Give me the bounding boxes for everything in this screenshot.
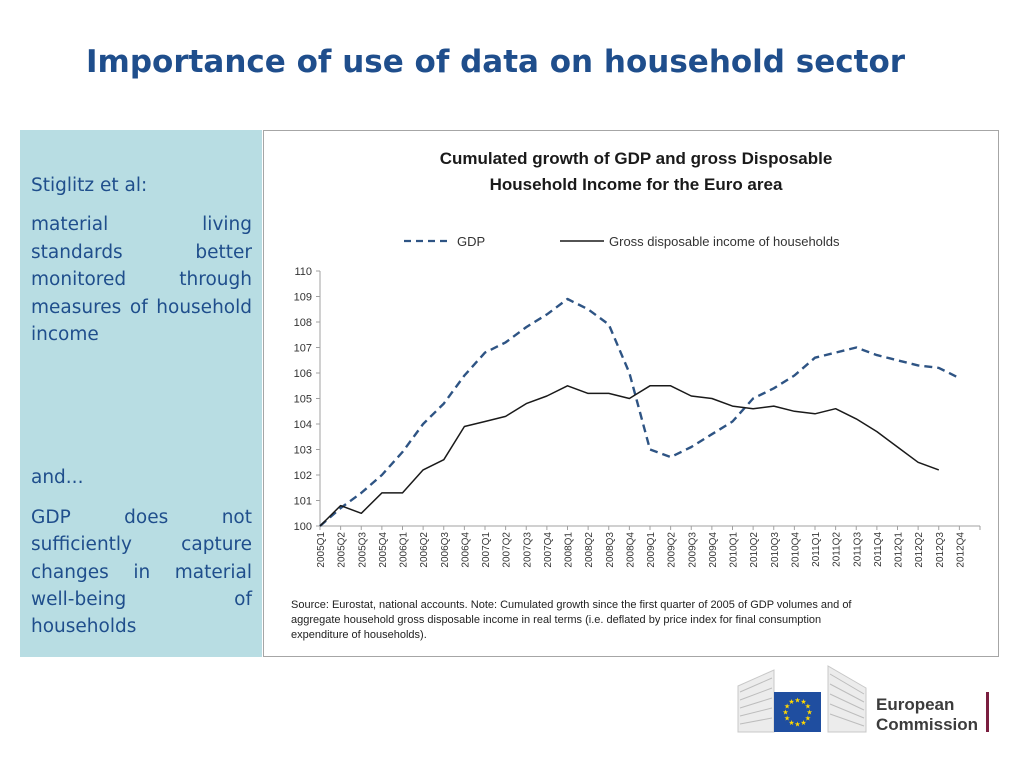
x-tick-label: 2010Q1	[729, 532, 740, 568]
chart-legend: GDP Gross disposable income of household…	[404, 234, 840, 249]
y-tick-label: 105	[294, 394, 312, 406]
eu-star: ★	[794, 697, 800, 705]
x-tick-label: 2009Q2	[667, 532, 678, 568]
source-note-line1: Source: Eurostat, national accounts. Not…	[291, 599, 852, 611]
line-chart: Cumulated growth of GDP and gross Dispos…	[291, 149, 981, 641]
x-tick-label: 2011Q2	[832, 532, 843, 567]
source-note-line3: expenditure of households).	[291, 629, 427, 641]
x-tick-label: 2007Q3	[522, 532, 533, 568]
x-tick-label: 2010Q2	[749, 532, 760, 568]
x-tick-label: 2006Q4	[460, 532, 471, 568]
x-tick-label: 2010Q3	[770, 532, 781, 568]
y-tick-label: 108	[294, 317, 312, 329]
x-tick-label: 2006Q2	[419, 532, 430, 568]
x-tick-label: 2008Q4	[625, 532, 636, 568]
y-tick-label: 104	[294, 419, 312, 431]
household-income-series-line	[319, 385, 940, 527]
x-tick-label: 2009Q4	[708, 532, 719, 568]
eu-star: ★	[784, 715, 790, 723]
logo-text-european: European	[876, 695, 954, 714]
left-text-panel: Stiglitz et al: material living standard…	[20, 130, 262, 657]
x-tick-label: 2007Q4	[543, 532, 554, 568]
eu-flag-icon	[774, 692, 821, 732]
x-tick-label: 2005Q3	[357, 532, 368, 568]
chart-series	[319, 297, 960, 527]
chart-title-line2: Household Income for the Euro area	[490, 175, 783, 194]
x-tick-label: 2012Q1	[894, 532, 905, 568]
x-tick-label: 2005Q4	[378, 532, 389, 568]
eu-star: ★	[800, 698, 806, 706]
chart-frame: Cumulated growth of GDP and gross Dispos…	[263, 130, 999, 657]
x-tick-label: 2008Q2	[584, 532, 595, 568]
eu-star: ★	[788, 719, 794, 727]
x-tick-label: 2012Q4	[955, 532, 966, 568]
eu-star: ★	[805, 703, 811, 711]
eu-star: ★	[800, 719, 806, 727]
x-tick-label: 2012Q3	[935, 532, 946, 568]
y-tick-label: 100	[294, 521, 312, 533]
x-tick-label: 2008Q1	[564, 532, 575, 568]
european-commission-logo: ★ ★ ★ ★ ★ ★ ★ ★ ★ ★ ★ ★ European Commission	[736, 664, 996, 734]
eu-star: ★	[788, 698, 794, 706]
y-tick-label: 101	[294, 496, 312, 508]
x-tick-label: 2011Q4	[873, 532, 884, 567]
x-tick-label: 2006Q3	[440, 532, 451, 568]
chart-source-note: Source: Eurostat, national accounts. Not…	[291, 599, 852, 641]
legend-label-gdp: GDP	[457, 234, 485, 249]
gdp-series-line	[319, 297, 960, 527]
eu-stars-icon: ★ ★★★★★★★★★★★	[782, 697, 812, 729]
x-tick-label: 2007Q1	[481, 532, 492, 568]
chart-axes: 100 101 102 103 104 105 106 107 108 109 110 2005Q1 2…	[294, 266, 981, 568]
x-tick-label: 2010Q4	[790, 532, 801, 568]
logo-text-commission: Commission	[876, 715, 978, 734]
x-tick-label: 2011Q3	[852, 532, 863, 567]
x-tick-label: 2009Q3	[687, 532, 698, 568]
source-note-line2: aggregate household gross disposable inc…	[291, 614, 821, 626]
panel-and-text: and...	[31, 467, 84, 489]
y-tick-label: 109	[294, 292, 312, 304]
y-tick-label: 107	[294, 343, 312, 355]
y-tick-label: 102	[294, 470, 312, 482]
logo-accent-bar	[986, 692, 989, 732]
eu-star: ★	[805, 715, 811, 723]
x-tick-label: 2008Q3	[605, 532, 616, 568]
building-graphic-icon	[737, 665, 867, 733]
x-tick-label: 2007Q2	[502, 532, 513, 568]
panel-paragraph-income: material living standards better monitor…	[31, 214, 252, 346]
eu-star: ★	[784, 703, 790, 711]
eu-star: ★	[794, 721, 800, 729]
chart-title-line1: Cumulated growth of GDP and gross Dispos…	[440, 149, 833, 168]
x-tick-label: 2011Q1	[811, 532, 822, 567]
x-tick-label: 2006Q1	[399, 532, 410, 568]
y-tick-label: 103	[294, 445, 312, 457]
x-tick-label: 2009Q1	[646, 532, 657, 568]
eu-star: ★	[782, 709, 788, 717]
x-tick-label: 2005Q1	[316, 532, 327, 568]
x-tick-label: 2005Q2	[337, 532, 348, 568]
x-tick-label: 2012Q2	[914, 532, 925, 568]
y-tick-label: 110	[294, 266, 312, 278]
panel-heading: Stiglitz et al:	[31, 175, 148, 196]
eu-star: ★	[806, 709, 812, 717]
legend-label-income: Gross disposable income of households	[609, 234, 840, 249]
slide-title: Importance of use of data on household s…	[86, 44, 906, 80]
panel-paragraph-gdp: GDP does not sufficiently capture change…	[31, 506, 252, 638]
y-tick-label: 106	[294, 368, 312, 380]
